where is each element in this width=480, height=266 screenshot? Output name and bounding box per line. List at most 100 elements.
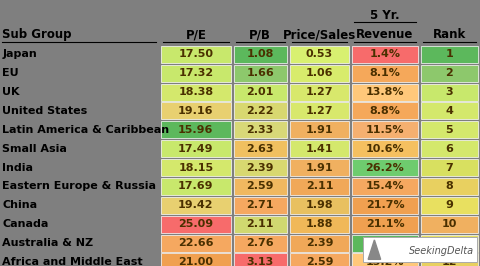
Bar — [290, 140, 349, 157]
Text: 1.91: 1.91 — [306, 125, 333, 135]
Text: 0.53: 0.53 — [306, 49, 333, 59]
Text: 7: 7 — [445, 163, 453, 173]
Text: 25.09: 25.09 — [178, 219, 214, 229]
Bar — [421, 159, 478, 176]
Bar — [421, 178, 478, 195]
Text: 1.08: 1.08 — [246, 49, 274, 59]
Text: 21.7%: 21.7% — [366, 200, 404, 210]
Bar — [421, 102, 478, 119]
Text: 5: 5 — [445, 125, 453, 135]
Bar — [352, 46, 418, 63]
Bar — [352, 140, 418, 157]
Bar — [352, 159, 418, 176]
Text: 2.76: 2.76 — [246, 238, 274, 248]
Text: 26.2%: 26.2% — [366, 163, 404, 173]
Text: 8: 8 — [445, 181, 453, 192]
Text: Canada: Canada — [2, 219, 49, 229]
Text: P/E: P/E — [185, 28, 206, 41]
Bar — [161, 159, 231, 176]
Text: 1: 1 — [445, 49, 453, 59]
Bar — [161, 216, 231, 233]
Text: 3: 3 — [445, 87, 453, 97]
Bar — [290, 65, 349, 82]
Bar — [234, 65, 287, 82]
Text: 8.1%: 8.1% — [370, 68, 400, 78]
Text: 11: 11 — [442, 238, 457, 248]
Text: 1.27: 1.27 — [306, 106, 333, 116]
Bar — [234, 84, 287, 101]
Bar — [290, 178, 349, 195]
Bar — [421, 65, 478, 82]
Bar — [234, 46, 287, 63]
Text: 2.39: 2.39 — [246, 163, 274, 173]
Text: UK: UK — [2, 87, 20, 97]
Bar — [352, 121, 418, 138]
Bar — [363, 237, 477, 262]
Bar — [234, 235, 287, 252]
Bar — [234, 121, 287, 138]
Bar — [290, 84, 349, 101]
Bar — [161, 197, 231, 214]
Bar — [290, 159, 349, 176]
Bar — [234, 178, 287, 195]
Text: 36.7%: 36.7% — [366, 238, 404, 248]
Text: 21.00: 21.00 — [179, 257, 213, 266]
Text: 1.98: 1.98 — [306, 200, 333, 210]
Bar — [421, 216, 478, 233]
Text: 1.4%: 1.4% — [370, 49, 400, 59]
Text: Japan: Japan — [2, 49, 37, 59]
Text: 2.22: 2.22 — [246, 106, 274, 116]
Text: Sub Group: Sub Group — [2, 28, 72, 41]
Bar — [352, 102, 418, 119]
Text: Revenue: Revenue — [356, 28, 414, 41]
Text: 6: 6 — [445, 144, 453, 154]
Bar — [161, 46, 231, 63]
Bar — [421, 253, 478, 266]
Bar — [421, 235, 478, 252]
Text: 18.38: 18.38 — [178, 87, 214, 97]
Text: 13.2%: 13.2% — [366, 257, 404, 266]
Text: 2.63: 2.63 — [246, 144, 274, 154]
Text: 8.8%: 8.8% — [370, 106, 400, 116]
Text: SeekingDelta: SeekingDelta — [409, 246, 474, 256]
Bar — [352, 65, 418, 82]
Text: 4: 4 — [445, 106, 453, 116]
Text: 11.5%: 11.5% — [366, 125, 404, 135]
Text: 17.69: 17.69 — [178, 181, 214, 192]
Text: 10.6%: 10.6% — [366, 144, 404, 154]
Bar — [161, 65, 231, 82]
Text: Africa and Middle East: Africa and Middle East — [2, 257, 143, 266]
Bar — [234, 253, 287, 266]
Text: 2.11: 2.11 — [306, 181, 333, 192]
Text: Latin America & Caribbean: Latin America & Caribbean — [2, 125, 169, 135]
Bar — [290, 197, 349, 214]
Text: 1.41: 1.41 — [306, 144, 333, 154]
Bar — [234, 216, 287, 233]
Text: Australia & NZ: Australia & NZ — [2, 238, 94, 248]
Text: 19.42: 19.42 — [178, 200, 214, 210]
Bar — [290, 46, 349, 63]
Bar — [290, 253, 349, 266]
Text: 1.91: 1.91 — [306, 163, 333, 173]
Bar — [352, 216, 418, 233]
Text: 21.1%: 21.1% — [366, 219, 404, 229]
Bar — [352, 253, 418, 266]
Text: Rank: Rank — [432, 28, 466, 41]
Text: EU: EU — [2, 68, 19, 78]
Text: Price/Sales: Price/Sales — [283, 28, 356, 41]
Text: Small Asia: Small Asia — [2, 144, 67, 154]
Text: 2.59: 2.59 — [306, 257, 333, 266]
Text: 18.15: 18.15 — [178, 163, 214, 173]
Text: 12: 12 — [442, 257, 457, 266]
Bar — [161, 178, 231, 195]
Bar — [234, 197, 287, 214]
Bar — [234, 159, 287, 176]
Text: 17.49: 17.49 — [178, 144, 214, 154]
Text: 15.96: 15.96 — [178, 125, 214, 135]
Text: 17.32: 17.32 — [178, 68, 214, 78]
Bar — [352, 178, 418, 195]
Text: China: China — [2, 200, 37, 210]
Text: 2.39: 2.39 — [306, 238, 333, 248]
Text: United States: United States — [2, 106, 88, 116]
Text: 9: 9 — [445, 200, 453, 210]
